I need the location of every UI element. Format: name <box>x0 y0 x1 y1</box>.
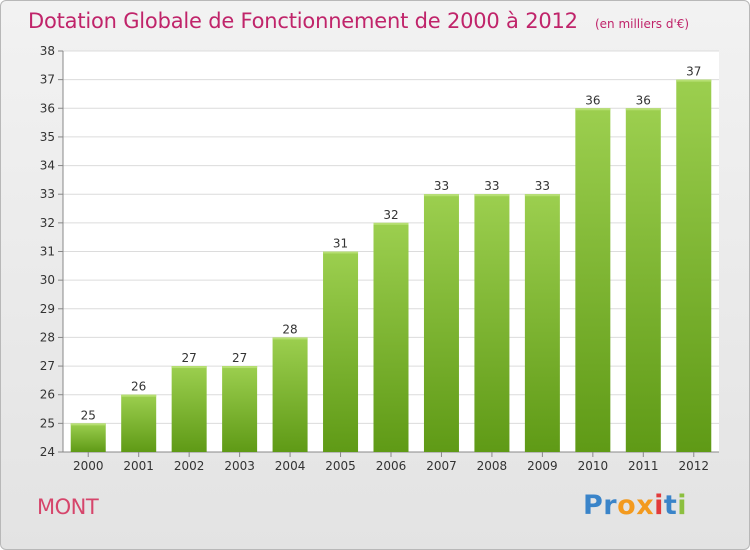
bar <box>323 251 359 452</box>
bar-highlight <box>323 251 359 254</box>
bar-highlight <box>222 366 258 369</box>
bar-value-label: 26 <box>131 380 146 394</box>
bar-value-label: 27 <box>232 351 247 365</box>
bar <box>676 79 712 453</box>
bar-highlight <box>373 222 409 225</box>
bar <box>222 366 258 452</box>
bar <box>121 394 157 452</box>
x-tick-label: 2000 <box>73 459 104 473</box>
bar-highlight <box>423 194 459 197</box>
x-tick-label: 2010 <box>578 459 609 473</box>
bar-highlight <box>474 194 510 197</box>
bar-highlight <box>524 194 560 197</box>
y-tick-label: 28 <box>40 330 55 344</box>
bar-highlight <box>171 366 207 369</box>
x-tick-label: 2012 <box>678 459 709 473</box>
y-tick-label: 26 <box>40 388 55 402</box>
brand-letter: i <box>654 490 664 521</box>
bar-highlight <box>575 108 611 111</box>
x-tick-label: 2006 <box>376 459 407 473</box>
y-tick-label: 29 <box>40 302 55 316</box>
bar-value-label: 36 <box>585 93 600 107</box>
brand-letter: P <box>583 490 604 521</box>
commune-name: MONT <box>37 495 99 519</box>
chart-title: Dotation Globale de Fonctionnement de 20… <box>28 9 578 33</box>
y-tick-label: 34 <box>40 159 55 173</box>
bar-value-label: 27 <box>182 351 197 365</box>
y-tick-label: 32 <box>40 216 55 230</box>
bar <box>171 366 207 452</box>
y-tick-label: 24 <box>40 445 55 459</box>
bar <box>524 194 560 452</box>
bar-value-label: 33 <box>535 179 550 193</box>
brand-letter: x <box>636 490 655 521</box>
x-tick-label: 2007 <box>426 459 457 473</box>
x-tick-label: 2005 <box>325 459 356 473</box>
bar-value-label: 32 <box>383 208 398 222</box>
bar-highlight <box>121 394 157 397</box>
y-tick-label: 33 <box>40 187 55 201</box>
bar <box>423 194 459 452</box>
bar <box>70 423 106 452</box>
bar-value-label: 28 <box>282 322 297 336</box>
chart-subtitle: (en milliers d'€) <box>594 17 690 31</box>
bar-value-label: 37 <box>686 65 701 79</box>
brand-letter: r <box>603 490 618 521</box>
bar-highlight <box>676 79 712 82</box>
bar-highlight <box>272 337 308 340</box>
bar <box>625 108 661 453</box>
x-tick-label: 2009 <box>527 459 558 473</box>
bar <box>474 194 510 452</box>
x-tick-label: 2008 <box>477 459 508 473</box>
x-tick-label: 2001 <box>123 459 154 473</box>
brand-letter: i <box>677 490 688 521</box>
y-tick-label: 37 <box>40 73 55 87</box>
x-tick-label: 2004 <box>275 459 306 473</box>
y-tick-label: 35 <box>40 130 55 144</box>
bar-value-label: 25 <box>81 408 96 422</box>
bar-highlight <box>70 423 106 426</box>
bar <box>575 108 611 453</box>
bar-highlight <box>625 108 661 111</box>
y-tick-label: 36 <box>40 101 55 115</box>
bar <box>272 337 308 452</box>
brand-letter: o <box>617 490 637 521</box>
y-tick-label: 38 <box>40 44 55 58</box>
proxiti-logo: Proxiti <box>583 490 687 521</box>
bar-value-label: 33 <box>484 179 499 193</box>
bar <box>373 222 409 452</box>
x-tick-label: 2011 <box>628 459 659 473</box>
y-tick-label: 27 <box>40 359 55 373</box>
chart-title-line: Dotation Globale de Fonctionnement de 20… <box>28 9 689 33</box>
bar-value-label: 31 <box>333 237 348 251</box>
y-tick-label: 31 <box>40 245 55 259</box>
y-tick-label: 30 <box>40 273 55 287</box>
brand-letter: t <box>663 490 678 521</box>
bar-value-label: 33 <box>434 179 449 193</box>
y-tick-label: 25 <box>40 416 55 430</box>
bar-value-label: 36 <box>636 93 651 107</box>
x-tick-label: 2002 <box>174 459 205 473</box>
x-tick-label: 2003 <box>224 459 255 473</box>
